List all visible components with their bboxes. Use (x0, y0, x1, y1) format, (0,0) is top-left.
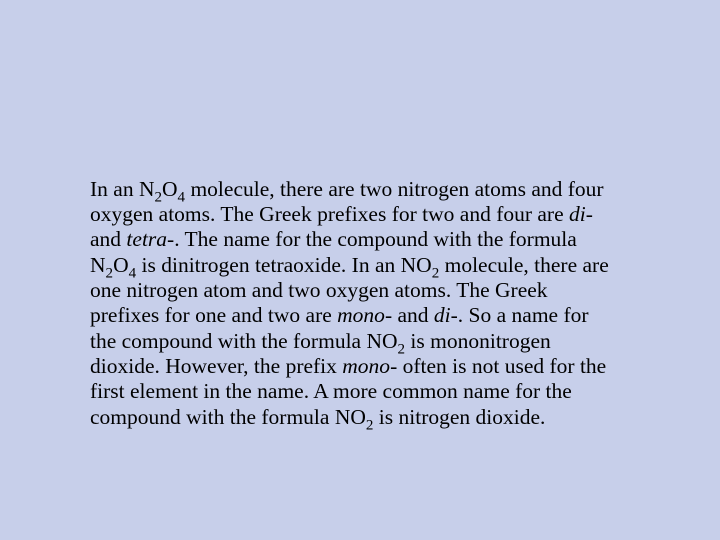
subscript: 2 (398, 341, 406, 357)
italic-text: di (434, 303, 451, 327)
subscript: 2 (154, 189, 162, 205)
subscript: 4 (178, 189, 186, 205)
subscript: 4 (129, 265, 137, 281)
italic-text: mono (342, 354, 390, 378)
italic-text: mono (337, 303, 385, 327)
subscript: 2 (106, 265, 114, 281)
subscript: 2 (432, 265, 440, 281)
subscript: 2 (366, 417, 374, 433)
italic-text: di (569, 202, 586, 226)
body-paragraph: In an N2O4 molecule, there are two nitro… (90, 177, 620, 431)
italic-text: tetra (126, 227, 167, 251)
slide: In an N2O4 molecule, there are two nitro… (0, 0, 720, 540)
